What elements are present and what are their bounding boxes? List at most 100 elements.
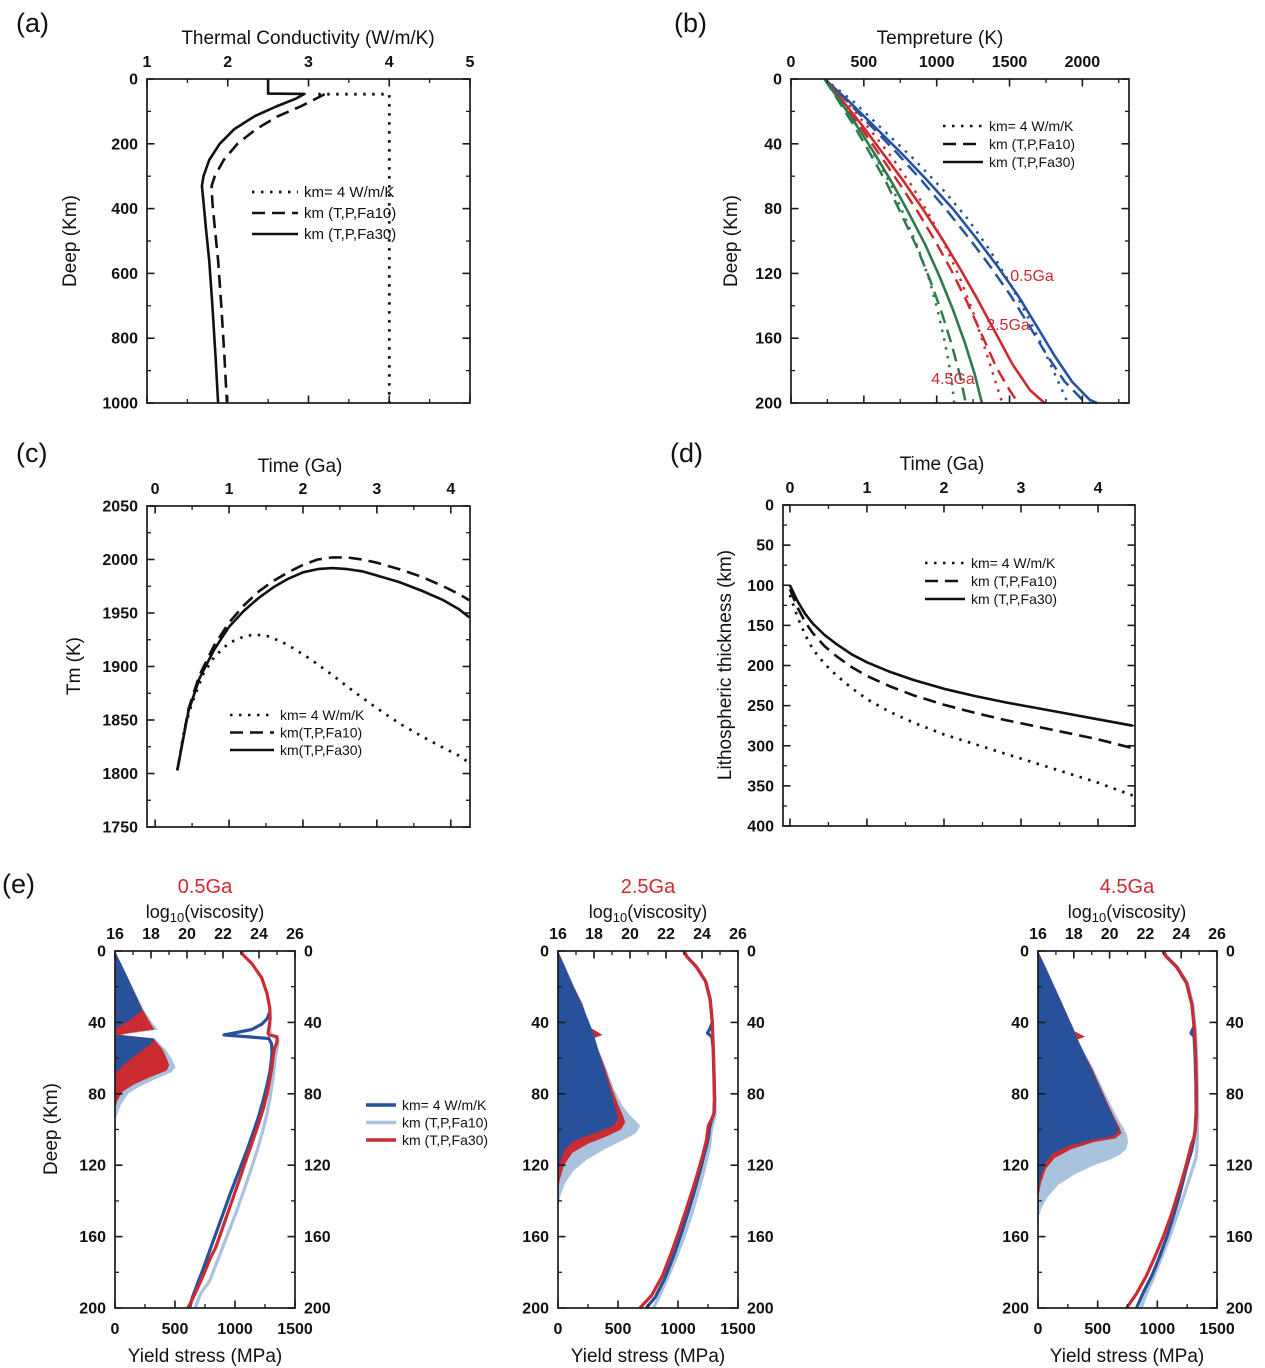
svg-text:200: 200 [304, 1301, 331, 1318]
svg-text:Deep (Km): Deep (Km) [721, 195, 742, 287]
svg-text:1: 1 [143, 54, 152, 71]
svg-text:400: 400 [111, 201, 138, 218]
svg-text:0: 0 [554, 1321, 563, 1338]
svg-text:1500: 1500 [720, 1321, 756, 1338]
svg-text:600: 600 [111, 266, 138, 283]
svg-text:km (T,P,Fa30): km (T,P,Fa30) [304, 226, 396, 243]
svg-text:80: 80 [304, 1086, 322, 1103]
svg-text:40: 40 [531, 1015, 549, 1032]
svg-text:22: 22 [214, 926, 232, 943]
svg-text:80: 80 [1011, 1086, 1029, 1103]
svg-text:4: 4 [385, 54, 394, 71]
svg-text:16: 16 [1029, 926, 1047, 943]
svg-text:0.5Ga: 0.5Ga [1010, 268, 1054, 285]
svg-text:20: 20 [621, 926, 639, 943]
svg-text:20: 20 [178, 926, 196, 943]
svg-text:120: 120 [1226, 1158, 1253, 1175]
svg-text:18: 18 [142, 926, 160, 943]
svg-text:400: 400 [747, 819, 774, 836]
svg-text:40: 40 [304, 1015, 322, 1032]
panel-d-letter: (d) [670, 438, 703, 468]
svg-text:80: 80 [764, 201, 782, 218]
svg-text:500: 500 [605, 1321, 632, 1338]
svg-text:km (T,P,Fa10): km (T,P,Fa10) [304, 205, 396, 222]
svg-text:0: 0 [785, 480, 794, 497]
svg-text:0.5Ga: 0.5Ga [178, 876, 233, 898]
svg-text:1000: 1000 [919, 54, 955, 71]
svg-text:km= 4 W/m/K: km= 4 W/m/K [971, 555, 1056, 571]
panel-c: 0 1 2 3 4 2050 2000 1950 1900 1850 1800 1750 km= 4 W… [64, 456, 471, 837]
svg-text:16: 16 [549, 926, 567, 943]
svg-text:24: 24 [693, 926, 711, 943]
svg-text:1800: 1800 [102, 766, 138, 783]
svg-text:80: 80 [88, 1086, 106, 1103]
svg-text:Deep (Km): Deep (Km) [60, 195, 81, 287]
svg-text:4.5Ga: 4.5Ga [1100, 876, 1155, 898]
svg-text:0: 0 [773, 72, 782, 89]
svg-text:Deep (Km): Deep (Km) [41, 1083, 62, 1175]
svg-text:Tempreture (K): Tempreture (K) [877, 28, 1004, 49]
panel-d: 0 1 2 3 4 0 50 100 150 200 250 300 350 400 km= 4 W/m/K… [715, 454, 1136, 836]
svg-text:24: 24 [250, 926, 268, 943]
svg-text:1500: 1500 [277, 1321, 313, 1338]
svg-text:350: 350 [747, 778, 774, 795]
svg-text:26: 26 [729, 926, 747, 943]
svg-text:0: 0 [129, 72, 138, 89]
panel-b-letter: (b) [674, 8, 707, 38]
svg-text:4.5Ga: 4.5Ga [931, 371, 975, 388]
svg-text:200: 200 [1002, 1301, 1029, 1318]
panel-e-letter: (e) [2, 869, 35, 899]
svg-text:120: 120 [304, 1158, 331, 1175]
svg-text:2.5Ga: 2.5Ga [986, 317, 1030, 334]
svg-text:200: 200 [111, 136, 138, 153]
svg-text:0: 0 [1020, 944, 1029, 961]
svg-text:2: 2 [940, 480, 949, 497]
svg-text:160: 160 [747, 1229, 774, 1246]
svg-text:Tm (K): Tm (K) [64, 637, 85, 695]
svg-text:5: 5 [466, 54, 475, 71]
svg-text:0: 0 [1034, 1321, 1043, 1338]
svg-text:1950: 1950 [102, 606, 138, 623]
svg-text:160: 160 [79, 1229, 106, 1246]
svg-text:Yield stress (MPa): Yield stress (MPa) [1050, 1346, 1205, 1367]
svg-text:4: 4 [1094, 480, 1103, 497]
svg-text:2: 2 [223, 54, 232, 71]
svg-text:1900: 1900 [102, 659, 138, 676]
svg-text:1000: 1000 [1140, 1321, 1176, 1338]
svg-text:800: 800 [111, 331, 138, 348]
svg-text:Yield stress (MPa): Yield stress (MPa) [128, 1346, 283, 1367]
svg-text:km (T,P,Fa10): km (T,P,Fa10) [971, 573, 1057, 589]
svg-text:300: 300 [747, 738, 774, 755]
svg-text:1500: 1500 [1199, 1321, 1235, 1338]
svg-text:km= 4 W/m/K: km= 4 W/m/K [989, 118, 1074, 134]
svg-text:km (T,P,Fa30): km (T,P,Fa30) [971, 591, 1057, 607]
svg-text:0: 0 [304, 944, 313, 961]
svg-text:500: 500 [850, 54, 877, 71]
svg-text:200: 200 [1226, 1301, 1253, 1318]
svg-text:Time (Ga): Time (Ga) [258, 456, 343, 477]
svg-text:Lithospheric thickness (km): Lithospheric thickness (km) [715, 550, 736, 780]
svg-text:2: 2 [299, 481, 308, 498]
svg-text:log10(viscosity): log10(viscosity) [146, 902, 264, 925]
svg-text:22: 22 [1137, 926, 1155, 943]
svg-text:1000: 1000 [217, 1321, 253, 1338]
svg-text:80: 80 [747, 1086, 765, 1103]
svg-text:150: 150 [747, 618, 774, 635]
svg-text:1850: 1850 [102, 713, 138, 730]
svg-text:120: 120 [755, 266, 782, 283]
svg-text:km= 4 W/m/K: km= 4 W/m/K [402, 1097, 487, 1113]
svg-text:80: 80 [1226, 1086, 1244, 1103]
panel-b: 0 500 1000 1500 2000 0 40 80 120 160 200 km= 4 W/m/… [721, 28, 1130, 413]
svg-text:120: 120 [1002, 1158, 1029, 1175]
svg-text:2000: 2000 [1065, 54, 1101, 71]
svg-text:40: 40 [764, 136, 782, 153]
svg-text:log10(viscosity): log10(viscosity) [1068, 902, 1186, 925]
svg-text:120: 120 [522, 1158, 549, 1175]
svg-text:0: 0 [111, 1321, 120, 1338]
svg-text:18: 18 [585, 926, 603, 943]
